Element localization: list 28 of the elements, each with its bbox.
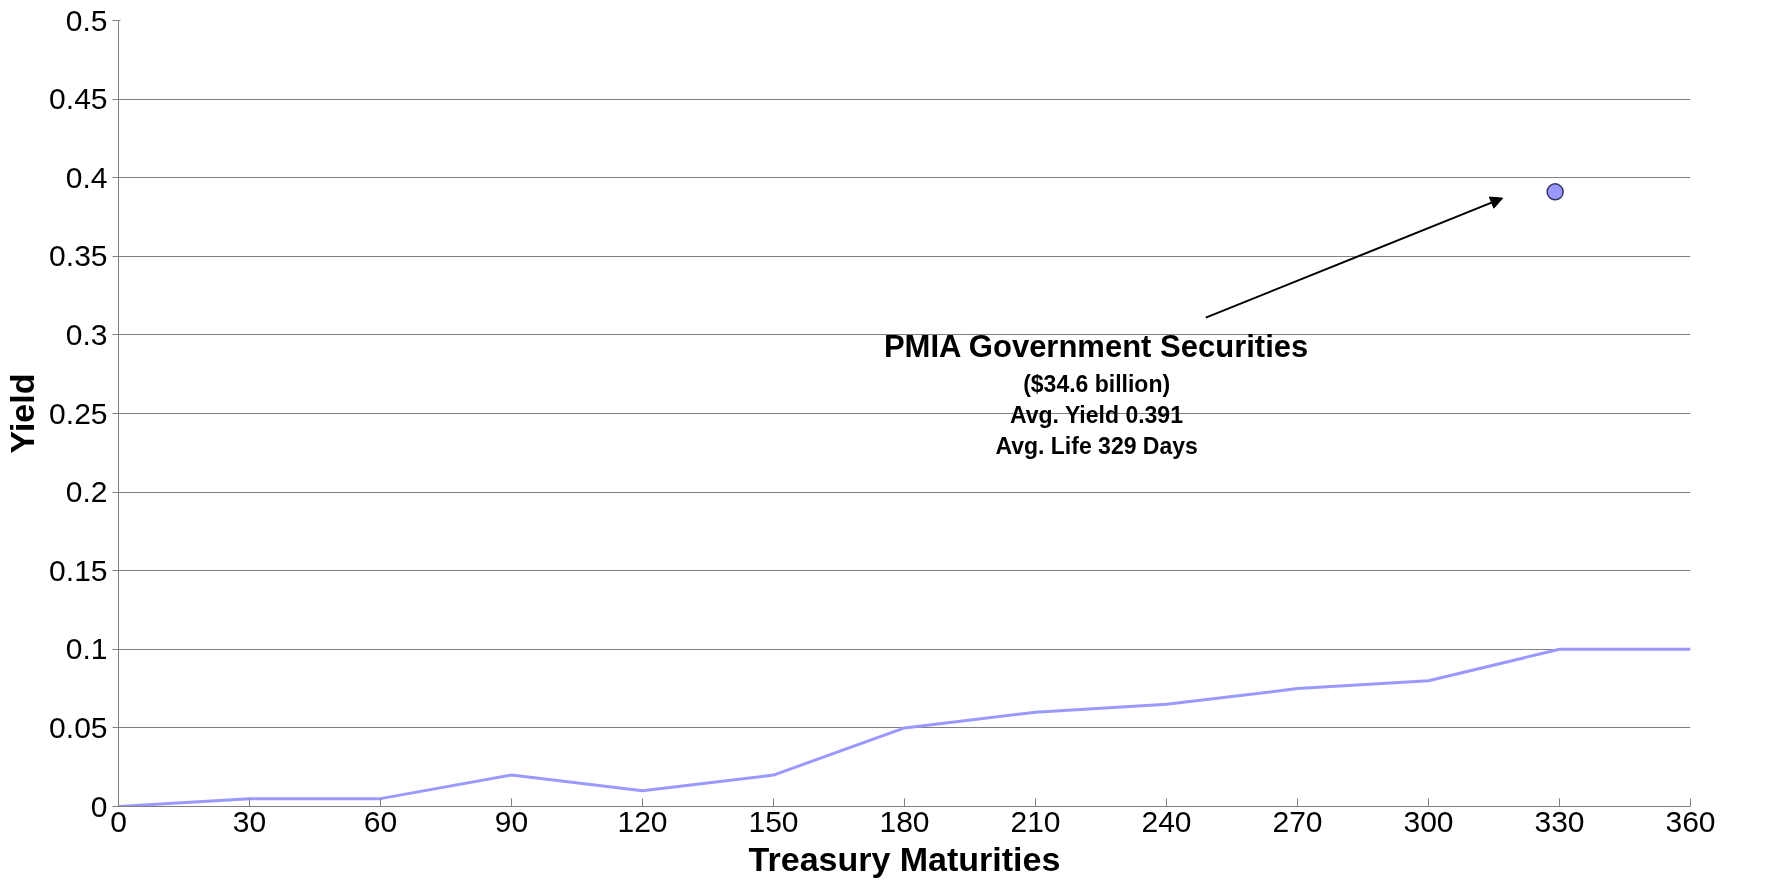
y-tick-label: 0.1: [65, 632, 108, 666]
x-tick-label: 90: [494, 804, 529, 838]
x-tick-label: 300: [1403, 804, 1454, 838]
x-tick-label: 270: [1272, 804, 1323, 838]
x-axis-title: Treasury Maturities: [748, 839, 1061, 878]
x-tick-label: 60: [363, 804, 398, 838]
annotation: Avg. Life 329 Days: [995, 433, 1198, 460]
y-tick-label: 0.35: [49, 239, 108, 273]
x-tick-label: 210: [1010, 804, 1061, 838]
x-tick-label: 240: [1141, 804, 1192, 838]
y-tick-label: 0.2: [65, 475, 108, 509]
x-tick-label: 330: [1534, 804, 1585, 838]
y-tick-label: 0.5: [65, 3, 108, 37]
y-tick-label: 0.3: [65, 317, 108, 351]
y-tick-label: 0.4: [65, 160, 108, 194]
y-tick-label: 0.15: [49, 553, 108, 587]
y-tick-label: 0.45: [49, 82, 108, 116]
y-tick-label: 0.05: [49, 710, 108, 744]
y-tick-label: 0.25: [49, 396, 108, 430]
annotation: Avg. Yield 0.391: [1009, 402, 1184, 429]
y-axis-title: Yield: [3, 373, 42, 454]
x-tick-label: 30: [232, 804, 267, 838]
x-tick-label: 150: [748, 804, 799, 838]
annotation: ($34.6 billion): [1023, 371, 1171, 398]
annotation: PMIA Government Securities: [883, 329, 1309, 365]
x-tick-label: 180: [879, 804, 930, 838]
x-tick-label: 360: [1665, 804, 1716, 838]
x-tick-label: 120: [617, 804, 668, 838]
